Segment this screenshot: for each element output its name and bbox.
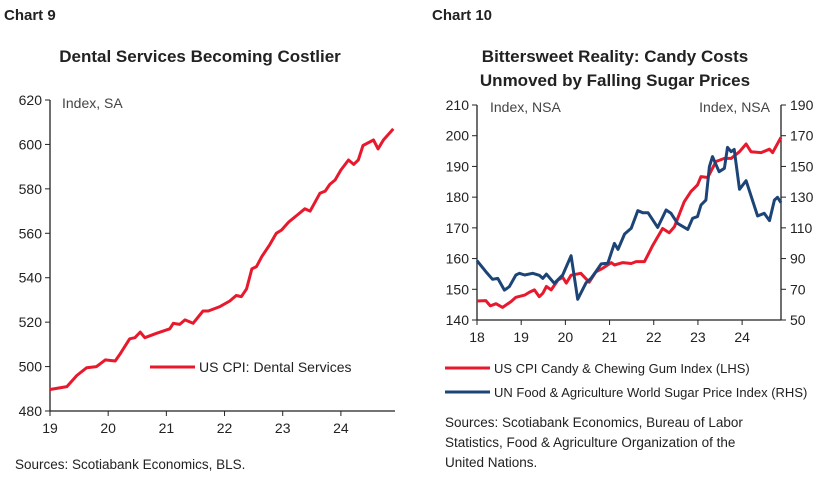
x-tick-label: 21 [159,420,175,436]
legend-label-candy: US CPI Candy & Chewing Gum Index (LHS) [494,361,750,376]
chart-source-line-2: Statistics, Food & Agriculture Organizat… [445,435,735,450]
y-tick-label: 150 [446,281,470,297]
chart-source-line-3: United Nations. [445,455,537,470]
y-axis-label-left: Index, NSA [490,99,561,115]
x-tick-label: 24 [734,329,750,345]
y-axis-label-right: Index, NSA [699,99,770,115]
series-line-b [475,145,783,301]
chart-title-line-1: Bittersweet Reality: Candy Costs [482,47,748,66]
y2-tick-label: 50 [790,312,806,328]
y-tick-label: 560 [19,225,43,241]
y-tick-label: 200 [446,128,470,144]
y-tick-label: 140 [446,312,470,328]
y2-tick-label: 190 [790,97,814,113]
chart-title-line-2: Unmoved by Falling Sugar Prices [480,71,750,90]
y2-tick-label: 70 [790,281,806,297]
x-tick-label: 21 [602,329,618,345]
x-tick-label: 18 [469,329,485,345]
y-tick-label: 600 [19,136,43,152]
y2-tick-label: 90 [790,251,806,267]
y-tick-label: 580 [19,181,43,197]
y2-tick-label: 170 [790,128,814,144]
x-tick-label: 20 [100,420,116,436]
y-tick-label: 500 [19,359,43,375]
chart-10: Chart 10 Bittersweet Reality: Candy Cost… [432,7,814,470]
y-tick-label: 520 [19,314,43,330]
x-tick-label: 20 [558,329,574,345]
x-tick-label: 22 [646,329,662,345]
series-line-a [49,127,395,391]
x-tick-label: 22 [217,420,233,436]
chart-title: Dental Services Becoming Costlier [59,47,341,66]
y-tick-label: 540 [19,270,43,286]
x-tick-label: 19 [513,329,529,345]
y-tick-label: 180 [446,189,470,205]
chart-9: Chart 9 Dental Services Becoming Costlie… [4,7,395,472]
y-tick-label: 170 [446,220,470,236]
chart-label: Chart 10 [432,7,492,24]
legend-label-sugar: UN Food & Agriculture World Sugar Price … [494,385,807,400]
y-axis-label: Index, SA [62,95,123,111]
y2-tick-label: 150 [790,158,814,174]
y-tick-label: 480 [19,403,43,419]
y-tick-label: 190 [446,158,470,174]
y2-tick-label: 110 [790,220,813,236]
x-tick-label: 24 [333,420,349,436]
y-tick-label: 620 [19,92,43,108]
x-tick-label: 19 [42,420,58,436]
y2-tick-label: 130 [790,189,814,205]
chart-label: Chart 9 [4,7,56,24]
y-tick-label: 210 [446,97,470,113]
chart-source-line-1: Sources: Scotiabank Economics, Bureau of… [445,415,743,430]
x-tick-label: 23 [275,420,291,436]
x-tick-label: 23 [690,329,706,345]
chart-source: Sources: Scotiabank Economics, BLS. [15,457,245,472]
legend-label-dental: US CPI: Dental Services [199,359,352,375]
y-tick-label: 160 [446,251,470,267]
